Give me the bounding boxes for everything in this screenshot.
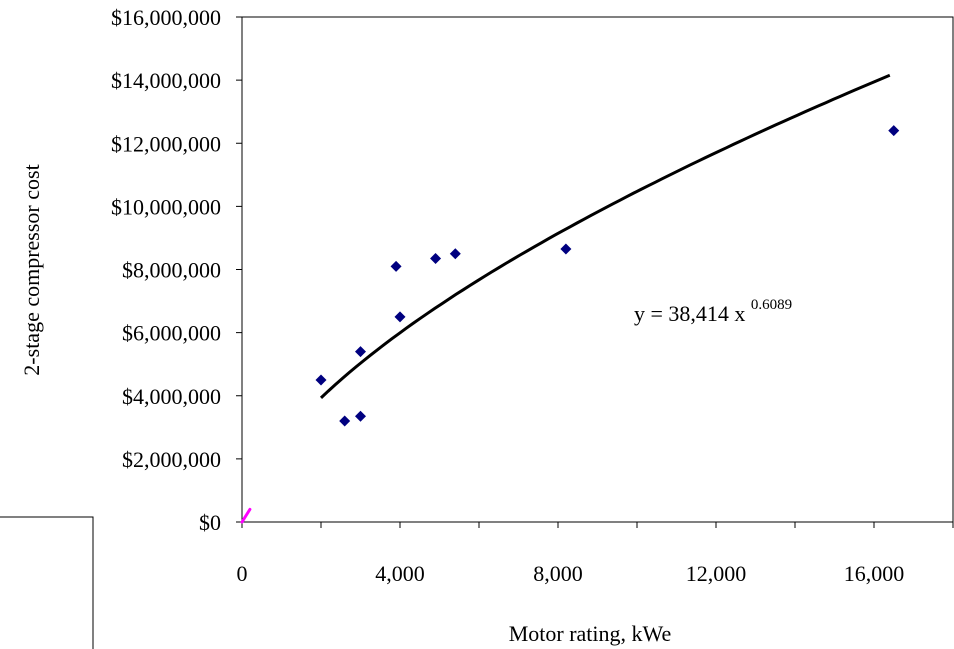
y-tick-label: $4,000,000	[122, 384, 221, 409]
data-point	[449, 248, 461, 260]
x-tick-label: 8,000	[533, 561, 583, 586]
data-point	[390, 260, 402, 272]
y-tick-label: $10,000,000	[111, 194, 221, 219]
data-point	[355, 346, 366, 358]
series-line-segment	[240, 507, 252, 524]
plot-area	[241, 16, 954, 523]
legend-box-fragment	[0, 516, 94, 649]
data-point	[888, 125, 900, 137]
equation-prefix: y =	[634, 301, 668, 326]
y-tick-label: $14,000,000	[111, 68, 221, 93]
data-point	[394, 311, 406, 323]
y-tick-label: $6,000,000	[122, 321, 221, 346]
y-tick-label: $0	[199, 510, 221, 535]
data-point	[560, 243, 572, 255]
data-points	[315, 125, 900, 427]
y-tick-label: $2,000,000	[122, 447, 221, 472]
equation-exponent: 0.6089	[751, 297, 792, 313]
y-tick-label: $12,000,000	[111, 131, 221, 156]
data-point	[315, 374, 327, 386]
x-tick-label: 12,000	[686, 561, 747, 586]
power-trendline	[319, 73, 891, 399]
x-axis-title: Motor rating, kWe	[509, 621, 672, 646]
x-tick-label: 16,000	[844, 561, 905, 586]
data-point	[339, 415, 351, 427]
data-point	[430, 252, 442, 264]
trendline-equation: y = 38,414 x 0.6089	[634, 297, 792, 326]
y-tick-label: $8,000,000	[122, 258, 221, 283]
equation-variable: x	[729, 301, 751, 326]
x-tick-label: 0	[237, 561, 248, 586]
y-axis-title: 2-stage compressor cost	[19, 164, 44, 375]
x-axis: 0 4,000 8,000 12,000 16,000	[237, 522, 954, 586]
series-line	[240, 507, 252, 524]
x-tick-label: 4,000	[375, 561, 425, 586]
y-axis: $0 $2,000,000 $4,000,000 $6,000,000 $8,000,0…	[111, 5, 242, 535]
data-point	[355, 410, 366, 422]
y-tick-label: $16,000,000	[111, 5, 221, 30]
equation-coefficient: 38,414	[668, 301, 729, 326]
